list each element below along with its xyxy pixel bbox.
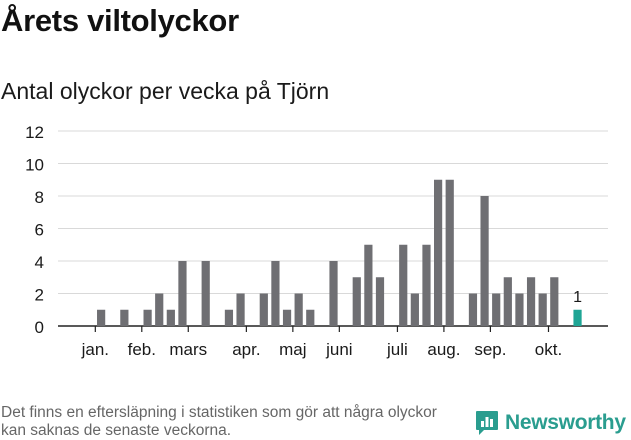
bar <box>97 309 106 326</box>
x-tick-label: sep. <box>474 340 506 359</box>
bar <box>503 277 512 326</box>
chart-title: Årets viltolyckor <box>1 3 239 38</box>
y-tick-label: 0 <box>35 318 44 337</box>
bar <box>120 309 129 326</box>
bar-highlight <box>573 309 582 326</box>
x-tick-label: aug. <box>427 340 460 359</box>
bar <box>445 179 454 326</box>
x-tick-label: feb. <box>128 340 156 359</box>
data-label: 1 <box>573 289 582 306</box>
bar <box>259 293 268 326</box>
bar <box>294 293 303 326</box>
bar <box>236 293 245 326</box>
bar <box>329 261 338 326</box>
newsworthy-logo-icon <box>476 411 498 435</box>
x-tick-label: okt. <box>535 340 562 359</box>
x-tick-label: maj <box>279 340 306 359</box>
bar <box>271 261 280 326</box>
x-axis-month-labels: jan. feb. mars apr. maj juni juli aug. sep. okt. <box>81 326 562 359</box>
y-tick-label: 8 <box>35 188 44 207</box>
bar <box>166 309 175 326</box>
bar <box>364 244 373 326</box>
x-tick-label: juni <box>325 340 352 359</box>
bar <box>515 293 524 326</box>
y-tick-label: 12 <box>25 123 44 142</box>
bar <box>352 277 361 326</box>
x-tick-label: jan. <box>81 340 109 359</box>
bar <box>492 293 501 326</box>
chart-subtitle: Antal olyckor per vecka på Tjörn <box>1 78 330 104</box>
brand-name: Newsworthy <box>505 411 626 434</box>
y-tick-label: 6 <box>35 221 44 240</box>
bar-chart: 0 2 4 6 8 10 12 jan. feb. mars apr. maj juni juli aug… <box>25 123 608 359</box>
bar <box>526 277 536 326</box>
y-tick-label: 10 <box>25 156 44 175</box>
bar <box>468 293 478 326</box>
bar <box>201 261 210 326</box>
y-axis-ticks: 0 2 4 6 8 10 12 <box>25 123 44 337</box>
bar <box>410 293 419 326</box>
bar <box>282 309 292 326</box>
x-tick-label: mars <box>169 340 207 359</box>
bar <box>422 244 431 326</box>
bar <box>155 293 164 326</box>
bar <box>143 309 152 326</box>
bar <box>434 179 443 326</box>
newsworthy-logo[interactable]: Newsworthy <box>475 409 626 437</box>
bar <box>224 309 234 326</box>
y-tick-label: 4 <box>35 253 44 272</box>
bar <box>480 196 489 326</box>
x-tick-label: apr. <box>232 340 260 359</box>
bars <box>97 179 582 326</box>
annotations: 1 <box>573 289 582 306</box>
bar <box>538 293 547 326</box>
footnote: Det finns en eftersläpning i statistiken… <box>1 404 437 439</box>
y-tick-label: 2 <box>35 286 44 305</box>
bar <box>375 277 385 326</box>
bar <box>399 244 408 326</box>
bar <box>178 261 187 326</box>
bar <box>306 309 315 326</box>
bar <box>550 277 559 326</box>
x-tick-label: juli <box>386 340 408 359</box>
